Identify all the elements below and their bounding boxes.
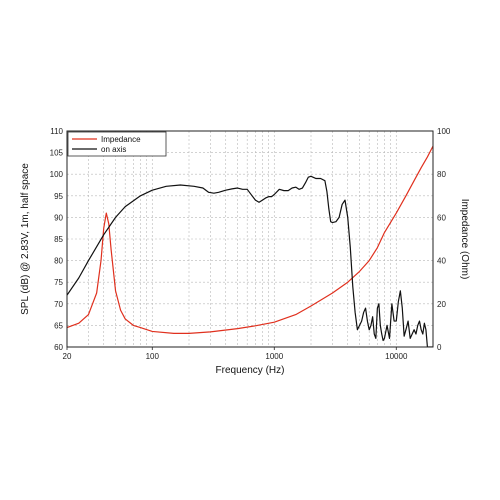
y-left-tick-label: 105 (50, 149, 64, 158)
y-axis-left-label: SPL (dB) @ 2.83V, 1m, half space (20, 163, 31, 315)
y-left-tick-label: 100 (50, 170, 64, 179)
y-right-tick-label: 40 (437, 257, 446, 266)
x-tick-label: 1000 (265, 352, 283, 361)
on-axis-series-line (67, 175, 433, 347)
tick-labels: 20 100 1000 10000 60 65 70 75 80 85 90 95 100 105 110 0… (50, 127, 451, 361)
x-tick-label: 10000 (385, 352, 408, 361)
impedance-series-line (67, 145, 433, 334)
y-left-tick-label: 90 (54, 213, 63, 222)
y-right-tick-label: 80 (437, 170, 446, 179)
x-tick-label: 100 (146, 352, 160, 361)
legend-label-on-axis: on axis (101, 145, 126, 154)
y-left-tick-label: 60 (54, 343, 63, 352)
y-left-tick-label: 110 (50, 127, 63, 136)
y-left-tick-label: 80 (54, 257, 63, 266)
y-left-tick-label: 95 (54, 192, 63, 201)
x-tick-label: 20 (63, 352, 72, 361)
legend-label-impedance: Impedance (101, 135, 141, 144)
legend-box (67, 131, 167, 157)
y-left-tick-label: 85 (54, 235, 63, 244)
y-right-tick-label: 60 (437, 213, 446, 222)
legend: Impedance on axis (67, 131, 167, 157)
y-right-tick-label: 20 (437, 300, 446, 309)
y-left-tick-label: 75 (54, 278, 63, 287)
x-axis-label: Frequency (Hz) (216, 365, 285, 376)
series-layer (67, 145, 433, 347)
y-axis-right-label: Impedance (Ohm) (459, 199, 470, 280)
plot-frame (66, 130, 434, 348)
y-left-tick-label: 70 (54, 300, 63, 309)
y-left-tick-label: 65 (54, 321, 63, 330)
y-right-tick-label: 0 (437, 343, 442, 352)
y-right-tick-label: 100 (437, 127, 451, 136)
